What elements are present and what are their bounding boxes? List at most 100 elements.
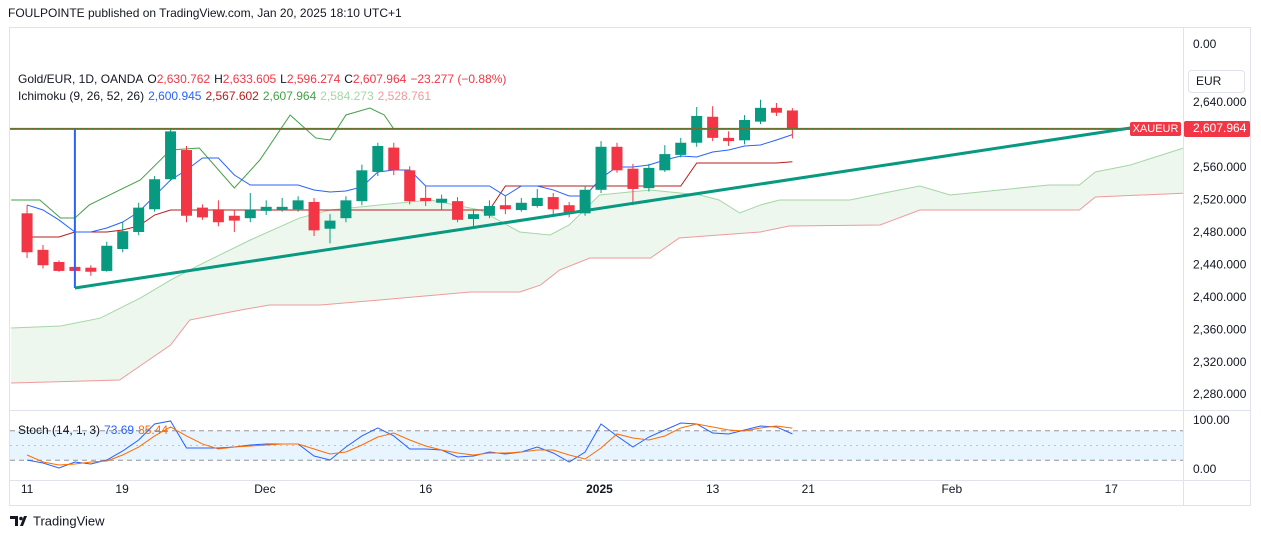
candle-body	[117, 231, 129, 250]
candle-body	[292, 200, 304, 210]
series-line	[26, 420, 793, 469]
candle-body	[707, 116, 719, 138]
change: −23.277 (−0.88%)	[410, 72, 507, 86]
y-tick-label: 2,560.000	[1193, 160, 1247, 174]
y-tick-label: 2,520.000	[1193, 193, 1247, 207]
cloud	[11, 148, 1183, 384]
symbol: Gold/EUR, 1D, OANDA	[18, 72, 144, 86]
ohlc-key: C	[344, 72, 353, 86]
candle-body	[340, 200, 352, 219]
candle-body	[786, 110, 798, 129]
candle-body	[388, 147, 400, 171]
x-tick-label: 13	[706, 482, 720, 496]
candle-body	[675, 142, 687, 155]
candle-body	[181, 150, 193, 216]
candle-body	[196, 207, 208, 218]
symbol-box	[1130, 121, 1181, 136]
candle-body	[483, 206, 495, 216]
stoch-title: Stoch (14, 1, 3)	[18, 423, 101, 437]
x-tick-label: Feb	[941, 482, 962, 496]
indicator-legend: Ichimoku (9, 26, 52, 26) 2,600.945 2,567.…	[18, 89, 431, 103]
ohlc-key: H	[214, 72, 223, 86]
series-value: 85.44	[138, 423, 169, 437]
price-box	[1184, 120, 1250, 137]
candle-body	[133, 207, 145, 232]
candle-body	[770, 107, 782, 113]
x-tick-label: 11	[21, 482, 34, 496]
candle-body	[212, 209, 224, 223]
candle-body	[165, 131, 177, 180]
candle-body	[739, 120, 751, 141]
candle-body	[324, 220, 336, 229]
x-tick-label: Dec	[254, 482, 275, 496]
candle-body	[436, 198, 448, 203]
candle-body	[611, 146, 623, 171]
x-tick-label: 21	[802, 482, 816, 496]
y-tick-label: 2,400.000	[1193, 290, 1247, 304]
y-tick-label: 100.00	[1193, 413, 1230, 427]
band-fill	[10, 430, 1183, 461]
ohlc-value: 2,596.274	[286, 72, 341, 86]
stoch-legend: Stoch (14, 1, 3) 73.69 85.44	[18, 423, 168, 437]
ohlc-key: L	[280, 72, 287, 86]
indicator-line	[11, 147, 1183, 329]
currency-box[interactable]	[1188, 70, 1245, 93]
candle-body	[372, 145, 384, 172]
candle-body	[101, 245, 113, 271]
x-tick-label: 19	[115, 482, 129, 496]
indicator-value: 2,528.761	[377, 89, 432, 103]
series-value: 73.69	[104, 423, 135, 437]
candle-body	[547, 197, 559, 210]
indicator-value: 2,567.602	[205, 89, 259, 103]
candle-body	[563, 205, 575, 214]
y-tick-label: 2,360.000	[1193, 322, 1247, 336]
x-tick-label: 2025	[586, 482, 613, 496]
attribution: FOULPOINTE published on TradingView.com,…	[8, 6, 402, 20]
candle-body	[21, 213, 33, 253]
candle-body	[627, 168, 639, 189]
indicator-value: 2,600.945	[148, 89, 202, 103]
candle-body	[404, 170, 416, 202]
candle-body	[659, 154, 671, 171]
indicator-line	[11, 107, 395, 219]
candle-body	[579, 189, 591, 214]
candle-body	[260, 206, 272, 211]
indicator-value: 2,607.964	[262, 89, 317, 103]
candle-body	[499, 205, 511, 210]
indicator-value: 2,584.273	[320, 89, 374, 103]
series-line	[26, 423, 793, 466]
drawing	[74, 126, 1131, 290]
candle-body	[452, 201, 464, 220]
candle-body	[467, 214, 479, 219]
candle-body	[356, 170, 368, 202]
candle-body	[308, 201, 320, 231]
candle-body	[595, 146, 607, 190]
top-label: 0.00	[1193, 37, 1217, 51]
indicator-name: Ichimoku (9, 26, 52, 26)	[18, 89, 145, 103]
candle-body	[276, 206, 288, 211]
y-tick-label: 2,280.000	[1193, 387, 1247, 401]
candle-body	[53, 262, 65, 271]
y-tick-label: 0.00	[1193, 462, 1217, 476]
logo	[10, 516, 27, 526]
price-label: 2,607.964	[1193, 121, 1247, 135]
indicator-line	[11, 192, 1183, 384]
candle-body	[149, 179, 161, 210]
ohlc-value: 2,607.964	[352, 72, 407, 86]
candle-body	[754, 107, 766, 122]
candle-body	[531, 197, 543, 207]
ohlc-key: O	[147, 72, 157, 86]
symbol-label: XAUEUR	[1133, 123, 1179, 135]
y-tick-label: 2,440.000	[1193, 257, 1247, 271]
candle-body	[420, 197, 432, 202]
candle-body	[643, 167, 655, 189]
currency: EUR	[1196, 74, 1222, 88]
footer: TradingView	[33, 513, 105, 528]
candle-body	[85, 267, 97, 272]
candle-body	[228, 215, 240, 221]
symbol-legend: Gold/EUR, 1D, OANDA O 2,630.762 H 2,633.60…	[18, 72, 506, 86]
y-tick-label: 2,480.000	[1193, 225, 1247, 239]
ohlc-value: 2,630.762	[156, 72, 211, 86]
